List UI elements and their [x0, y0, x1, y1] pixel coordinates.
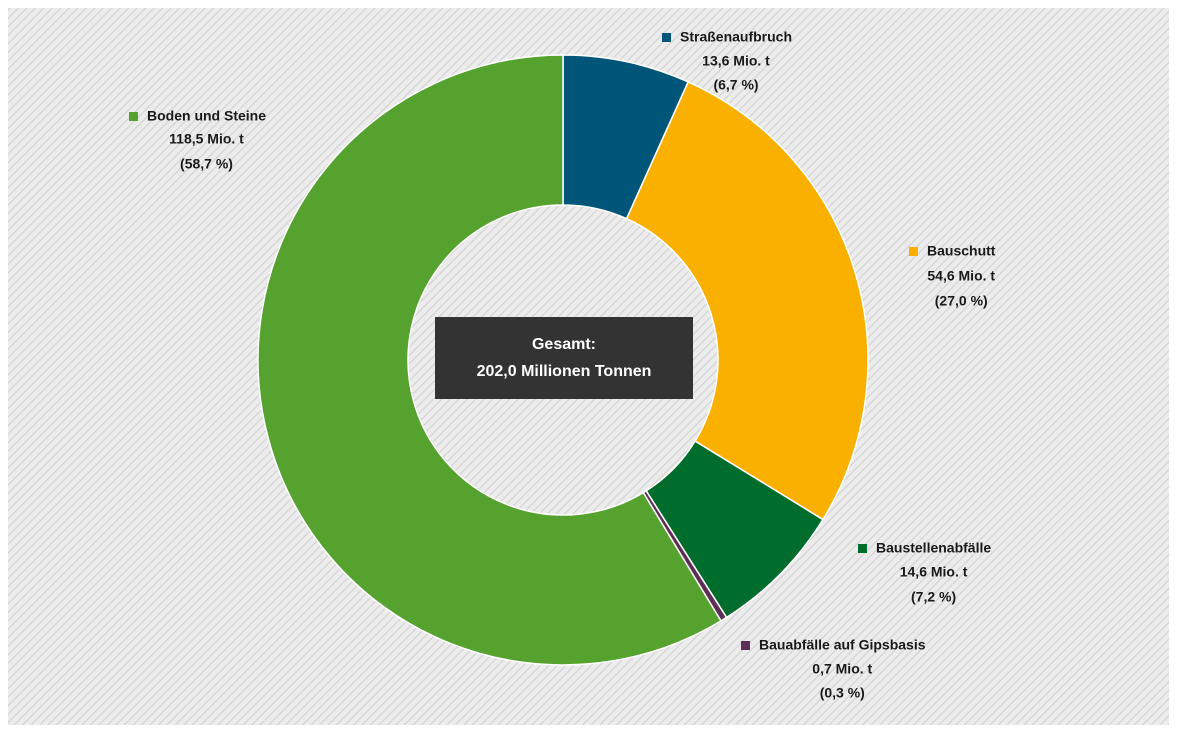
legend-label: Bauabfälle auf Gipsbasis	[759, 637, 926, 653]
legend-swatch	[909, 247, 918, 256]
legend-swatch	[662, 33, 671, 42]
legend-swatch	[741, 641, 750, 650]
donut-slice	[625, 80, 869, 521]
value-label: 14,6 Mio. t	[900, 564, 968, 580]
percentage-label: (27,0 %)	[935, 293, 988, 309]
value-label: 13,6 Mio. t	[702, 53, 770, 69]
legend-label: Bauschutt	[927, 243, 996, 259]
percentage-label: (6,7 %)	[713, 77, 758, 93]
percentage-label: (7,2 %)	[911, 589, 956, 605]
center-label: 202,0 Millionen Tonnen	[477, 363, 652, 380]
donut-slice	[257, 54, 722, 666]
legend-label: Boden und Steine	[147, 108, 266, 124]
legend-label: Straßenaufbruch	[680, 29, 792, 45]
legend-swatch	[129, 112, 138, 121]
percentage-label: (58,7 %)	[180, 156, 233, 172]
percentage-label: (0,3 %)	[820, 685, 865, 701]
center-label: Gesamt:	[532, 336, 596, 353]
value-label: 54,6 Mio. t	[927, 268, 995, 284]
legend-swatch	[858, 544, 867, 553]
value-label: 118,5 Mio. t	[169, 131, 244, 147]
legend-label: Baustellenabfälle	[876, 540, 991, 556]
value-label: 0,7 Mio. t	[812, 661, 872, 677]
center-box	[435, 317, 693, 399]
